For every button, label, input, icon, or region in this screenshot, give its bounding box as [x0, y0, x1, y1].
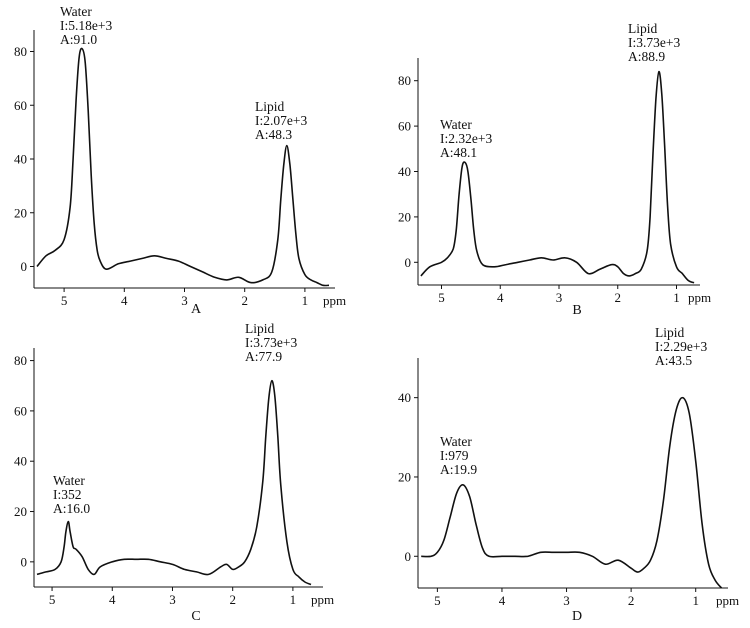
x-tick-label: 5 [434, 593, 441, 608]
spectrum-line [36, 379, 312, 586]
panel-label: C [191, 609, 200, 624]
y-tick-label: 40 [398, 390, 411, 405]
peak-area: A:77.9 [245, 349, 282, 364]
x-tick-label: 4 [497, 290, 504, 305]
peak-area: A:43.5 [655, 353, 692, 368]
peak-intensity: I:3.73e+3 [628, 35, 680, 50]
peak-area: A:48.1 [440, 145, 477, 160]
x-tick-label: 5 [438, 290, 445, 305]
y-tick-label: 80 [14, 44, 27, 59]
peak-intensity: I:979 [440, 448, 469, 463]
x-tick-label: 2 [229, 592, 236, 607]
peak-intensity: I:2.07e+3 [255, 113, 307, 128]
peak-name: Lipid [255, 99, 284, 114]
panel-label: B [572, 303, 581, 318]
y-tick-label: 0 [21, 554, 28, 569]
peak-intensity: I:352 [53, 487, 82, 502]
x-tick-label: 4 [109, 592, 116, 607]
x-tick-label: 4 [121, 293, 128, 308]
y-tick-label: 20 [398, 209, 411, 224]
y-tick-label: 20 [14, 504, 27, 519]
x-tick-label: 5 [49, 592, 56, 607]
y-tick-label: 60 [398, 119, 411, 134]
x-tick-label: 2 [628, 593, 635, 608]
y-tick-label: 60 [14, 98, 27, 113]
x-tick-label: 2 [241, 293, 248, 308]
x-tick-label: 1 [302, 293, 309, 308]
spectrum-line [36, 47, 330, 287]
y-tick-label: 20 [398, 469, 411, 484]
x-axis-label: ppm [688, 290, 711, 305]
x-tick-label: 5 [61, 293, 68, 308]
y-tick-label: 40 [14, 454, 27, 469]
y-tick-label: 80 [398, 73, 411, 88]
peak-name: Lipid [655, 325, 684, 340]
peak-name: Lipid [245, 321, 274, 336]
x-tick-label: 1 [692, 593, 699, 608]
peak-area: A:88.9 [628, 49, 665, 64]
y-tick-label: 60 [14, 403, 27, 418]
peak-name: Lipid [628, 21, 657, 36]
spectrum-line [420, 70, 695, 284]
x-tick-label: 4 [499, 593, 506, 608]
y-tick-label: 0 [405, 549, 412, 564]
y-tick-label: 0 [21, 259, 28, 274]
y-tick-label: 40 [14, 152, 27, 167]
x-tick-label: 2 [615, 290, 622, 305]
peak-intensity: I:5.18e+3 [60, 18, 112, 33]
x-tick-label: 1 [290, 592, 297, 607]
panel-label: D [572, 609, 582, 624]
peak-intensity: I:2.32e+3 [440, 131, 492, 146]
x-axis-label: ppm [716, 593, 739, 608]
peak-area: A:91.0 [60, 32, 97, 47]
x-tick-label: 3 [169, 592, 176, 607]
y-tick-label: 20 [14, 205, 27, 220]
peak-name: Water [440, 117, 472, 132]
peak-area: A:19.9 [440, 462, 477, 477]
panel-label: A [191, 302, 202, 317]
peak-name: Water [440, 434, 472, 449]
x-axis-label: ppm [311, 592, 334, 607]
peak-intensity: I:3.73e+3 [245, 335, 297, 350]
peak-name: Water [60, 4, 92, 19]
spectrum-line [421, 396, 723, 589]
x-tick-label: 1 [673, 290, 680, 305]
x-tick-label: 3 [563, 593, 570, 608]
x-tick-label: 3 [556, 290, 563, 305]
peak-name: Water [53, 473, 85, 488]
y-tick-label: 40 [398, 164, 411, 179]
y-tick-label: 80 [14, 353, 27, 368]
x-axis-label: ppm [323, 293, 346, 308]
peak-intensity: I:2.29e+3 [655, 339, 707, 354]
y-tick-label: 0 [405, 255, 412, 270]
peak-area: A:48.3 [255, 127, 292, 142]
x-tick-label: 3 [181, 293, 188, 308]
peak-area: A:16.0 [53, 501, 90, 516]
